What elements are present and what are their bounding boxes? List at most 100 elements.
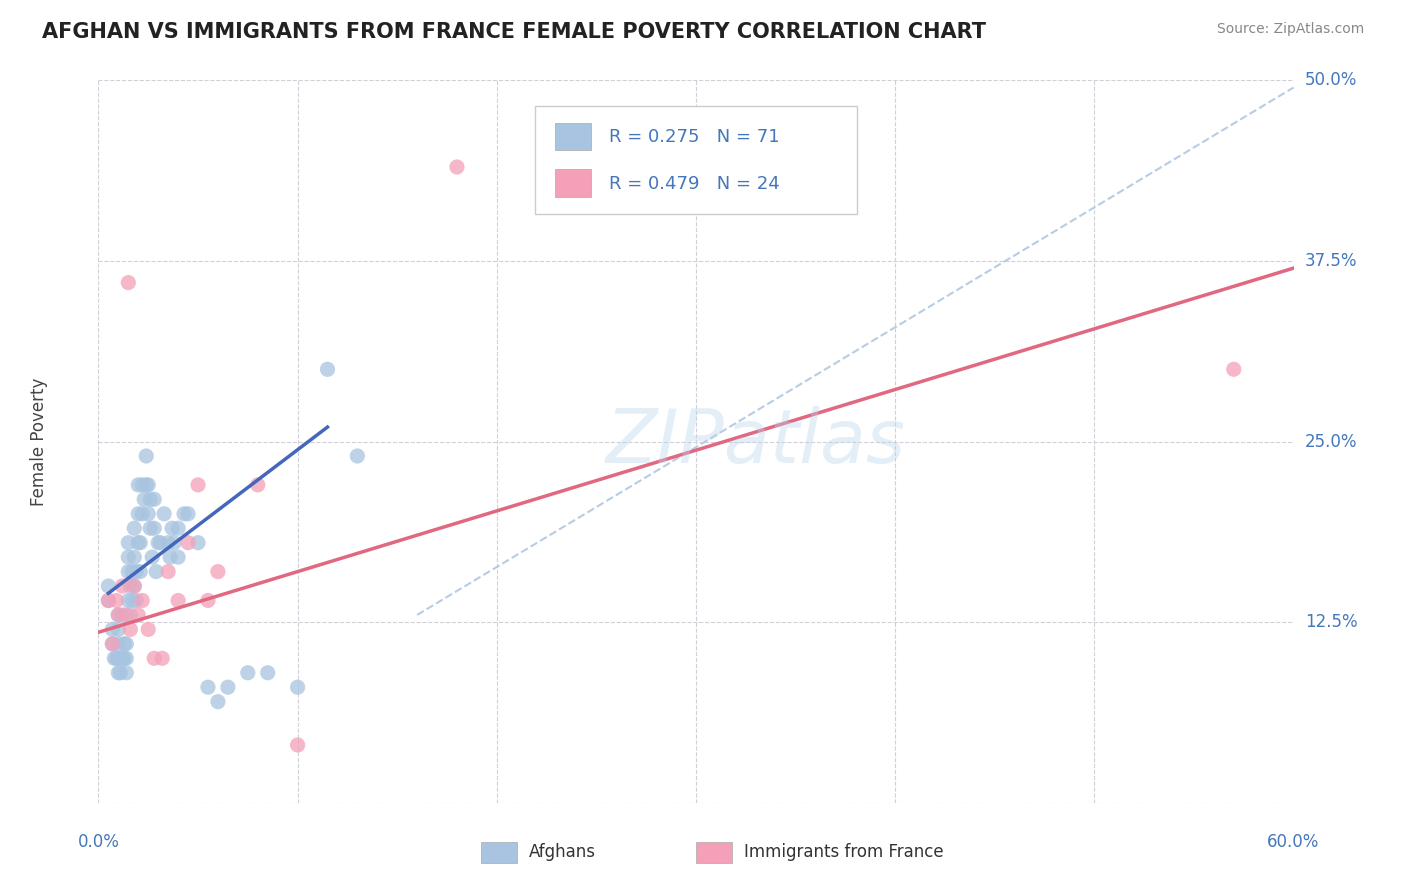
Point <box>136 478 159 492</box>
Text: Afghans: Afghans <box>529 843 596 861</box>
Point <box>143 492 166 507</box>
Text: ZIPatlas: ZIPatlas <box>606 406 905 477</box>
Point <box>115 665 138 680</box>
Point <box>346 449 368 463</box>
Point <box>107 651 129 665</box>
Text: 0.0%: 0.0% <box>77 833 120 851</box>
Point <box>105 593 128 607</box>
Point <box>107 665 129 680</box>
Point <box>111 607 134 622</box>
Point <box>157 565 180 579</box>
Point <box>197 680 219 694</box>
Point <box>131 593 153 607</box>
Point <box>124 550 146 565</box>
FancyBboxPatch shape <box>534 105 858 214</box>
Point <box>134 492 156 507</box>
Point <box>105 651 128 665</box>
Point <box>124 579 146 593</box>
FancyBboxPatch shape <box>481 842 517 863</box>
Text: Immigrants from France: Immigrants from France <box>744 843 943 861</box>
Point <box>217 680 239 694</box>
Point <box>120 607 142 622</box>
Point <box>120 623 142 637</box>
FancyBboxPatch shape <box>555 123 591 150</box>
Text: 50.0%: 50.0% <box>1305 71 1357 89</box>
Point <box>316 362 339 376</box>
Point <box>148 535 170 549</box>
Point <box>139 492 162 507</box>
Point <box>173 507 195 521</box>
Point <box>125 593 148 607</box>
Point <box>127 535 149 549</box>
Text: 60.0%: 60.0% <box>1267 833 1320 851</box>
Point <box>107 607 129 622</box>
Point <box>446 160 468 174</box>
Point <box>153 507 176 521</box>
Point <box>110 651 132 665</box>
Point <box>145 565 167 579</box>
Point <box>167 593 190 607</box>
Point <box>160 521 183 535</box>
Point <box>97 579 120 593</box>
FancyBboxPatch shape <box>696 842 733 863</box>
Point <box>117 550 139 565</box>
Text: AFGHAN VS IMMIGRANTS FROM FRANCE FEMALE POVERTY CORRELATION CHART: AFGHAN VS IMMIGRANTS FROM FRANCE FEMALE … <box>42 22 986 42</box>
Text: 25.0%: 25.0% <box>1305 433 1357 450</box>
Point <box>127 507 149 521</box>
Point <box>115 607 138 622</box>
Point <box>120 579 142 593</box>
Point <box>163 535 186 549</box>
Point <box>117 276 139 290</box>
Point <box>187 535 209 549</box>
Point <box>177 507 200 521</box>
Point <box>150 651 173 665</box>
Point <box>127 607 149 622</box>
Point <box>246 478 269 492</box>
Point <box>135 449 157 463</box>
Point <box>111 651 134 665</box>
Point <box>101 637 124 651</box>
Point <box>107 637 129 651</box>
Point <box>97 593 120 607</box>
Point <box>121 593 143 607</box>
Point <box>177 535 200 549</box>
Point <box>127 478 149 492</box>
Text: Female Poverty: Female Poverty <box>30 377 48 506</box>
Point <box>136 623 159 637</box>
Point <box>112 637 135 651</box>
Point <box>107 623 129 637</box>
Point <box>101 637 124 651</box>
Point <box>143 521 166 535</box>
Point <box>129 535 152 549</box>
Text: Source: ZipAtlas.com: Source: ZipAtlas.com <box>1216 22 1364 37</box>
Point <box>159 550 181 565</box>
Point <box>207 695 229 709</box>
Point <box>236 665 259 680</box>
Point <box>124 579 146 593</box>
Point <box>107 607 129 622</box>
Point <box>110 665 132 680</box>
Point <box>101 623 124 637</box>
Point <box>1223 362 1246 376</box>
Point <box>121 565 143 579</box>
Point <box>124 521 146 535</box>
Point <box>115 651 138 665</box>
Point <box>131 478 153 492</box>
Point <box>157 535 180 549</box>
Point <box>135 478 157 492</box>
Point <box>103 651 125 665</box>
Point <box>117 565 139 579</box>
Point <box>117 535 139 549</box>
Point <box>187 478 209 492</box>
Point <box>117 593 139 607</box>
Point <box>141 550 163 565</box>
Point <box>167 550 190 565</box>
Point <box>112 651 135 665</box>
Point <box>129 565 152 579</box>
Point <box>197 593 219 607</box>
Text: 37.5%: 37.5% <box>1305 252 1357 270</box>
Text: R = 0.275   N = 71: R = 0.275 N = 71 <box>609 128 779 146</box>
Point <box>149 535 172 549</box>
Point <box>143 651 166 665</box>
Point <box>287 680 309 694</box>
